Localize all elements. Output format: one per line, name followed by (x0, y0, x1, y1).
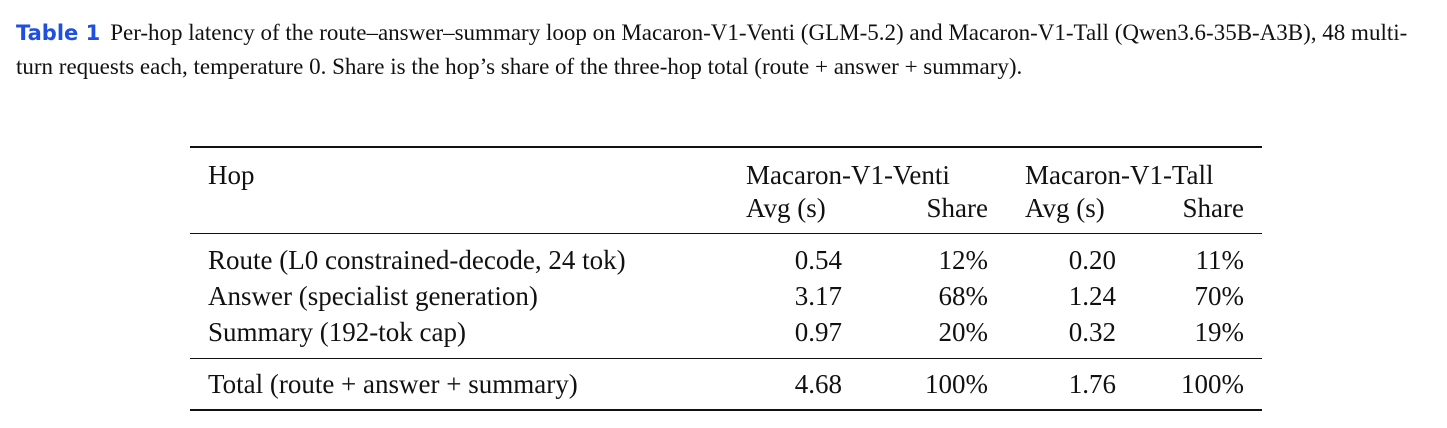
row-hop-label: Summary (192-tok cap) (208, 316, 466, 347)
caption-label: Table 1 (16, 21, 101, 45)
tall-avg-cell: 0.32 (1068, 316, 1116, 347)
venti-share-cell: 20% (938, 316, 989, 347)
tall-avg-cell: 1.24 (1068, 280, 1116, 311)
total-venti-share: 100% (925, 368, 988, 399)
tall-share-header: Share (1182, 192, 1244, 223)
venti-avg-cell: 0.97 (794, 316, 842, 347)
tall-share-cell: 19% (1194, 316, 1245, 347)
tall-group-header: Macaron-V1-Tall (1025, 160, 1214, 190)
tall-avg-cell: 0.20 (1068, 244, 1116, 275)
venti-group-header: Macaron-V1-Venti (746, 160, 950, 190)
row-hop-label: Route (L0 constrained-decode, 24 tok) (208, 244, 626, 275)
venti-share-cell: 12% (938, 244, 989, 275)
tall-share-cell: 11% (1195, 244, 1245, 275)
venti-avg-header: Avg (s) (746, 192, 826, 223)
venti-avg-cell: 0.54 (794, 244, 842, 275)
venti-share-header: Share (926, 192, 988, 223)
venti-share-cell: 68% (938, 280, 989, 311)
total-venti-avg: 4.68 (794, 368, 842, 399)
row-hop-label: Answer (specialist generation) (208, 280, 538, 311)
latency-table: Hop Macaron-V1-Venti Macaron-V1-Tall Avg… (190, 146, 1262, 411)
total-tall-share: 100% (1181, 368, 1244, 399)
latency-table-wrapper: Hop Macaron-V1-Venti Macaron-V1-Tall Avg… (190, 146, 1262, 411)
table-header-row-groups: Hop Macaron-V1-Venti Macaron-V1-Tall (190, 147, 1262, 191)
table-row: Route (L0 constrained-decode, 24 tok) 0.… (190, 233, 1262, 279)
table-row: Summary (192-tok cap) 0.97 20% 0.32 19% (190, 314, 1262, 359)
total-hop-label: Total (route + answer + summary) (208, 368, 578, 399)
total-tall-avg: 1.76 (1068, 368, 1116, 399)
caption-text: Per-hop latency of the route–answer–summ… (16, 20, 1408, 79)
table-header-row-metrics: Avg (s) Share Avg (s) Share (190, 191, 1262, 234)
tall-share-cell: 70% (1194, 280, 1245, 311)
tall-avg-header: Avg (s) (1025, 192, 1105, 223)
table-caption: Table 1 Per-hop latency of the route–answ… (16, 16, 1434, 83)
hop-header-spacer (190, 191, 730, 234)
venti-avg-cell: 3.17 (794, 280, 842, 311)
table-total-row: Total (route + answer + summary) 4.68 10… (190, 358, 1262, 410)
hop-column-header: Hop (208, 160, 255, 190)
table-row: Answer (specialist generation) 3.17 68% … (190, 278, 1262, 314)
